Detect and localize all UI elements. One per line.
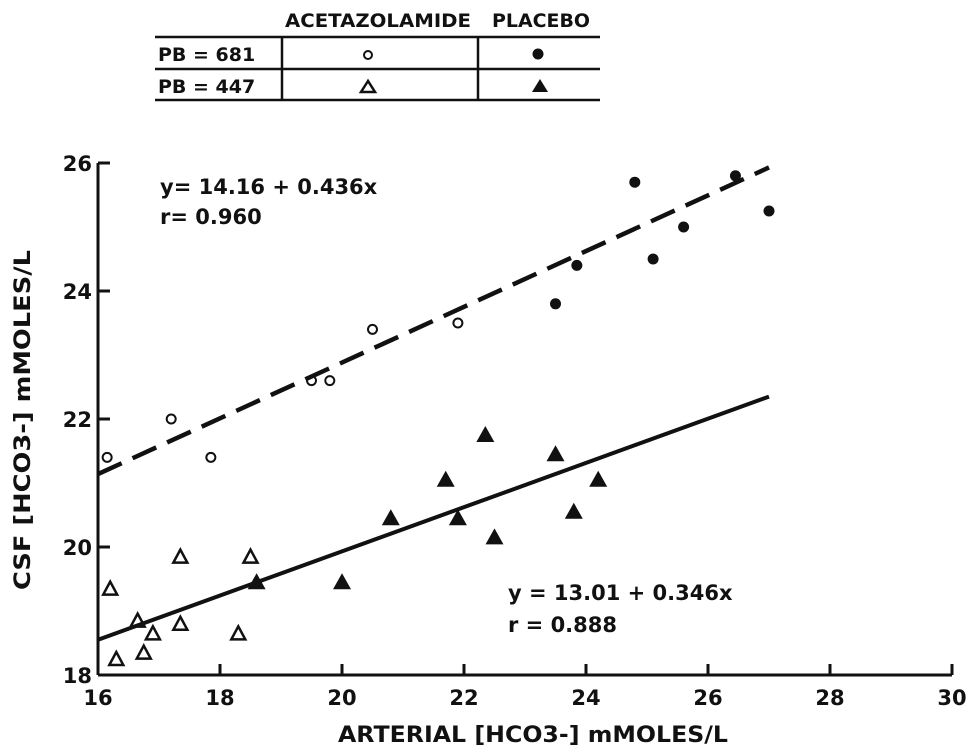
y-tick-label: 24	[63, 280, 92, 304]
open-circle-point	[101, 451, 113, 463]
filled-circle-point	[763, 205, 775, 217]
data-points	[101, 170, 775, 667]
y-tick-label: 22	[63, 408, 92, 432]
x-tick-label: 20	[327, 686, 356, 710]
x-axis-title: ARTERIAL [HCO3-] mMOLES/L	[338, 723, 728, 748]
dashed-regression-line	[97, 165, 770, 477]
open-triangle-point	[229, 623, 248, 641]
open-triangle-point	[143, 623, 162, 641]
filled-circle-point	[647, 253, 659, 265]
x-tick-label: 16	[83, 686, 112, 710]
filled-triangle-point	[247, 573, 266, 590]
solid-line-r-value: r = 0.888	[508, 613, 617, 637]
legend-filled-circle-marker	[532, 48, 544, 60]
x-tick-label: 26	[693, 686, 722, 710]
dashed-line-r-value: r= 0.960	[160, 205, 262, 229]
x-tick-label: 22	[449, 686, 478, 710]
open-circle-point	[306, 375, 317, 387]
filled-triangle-point	[448, 509, 467, 526]
y-axis-title: CSF [HCO3-] mMOLES/L	[11, 250, 36, 590]
filled-circle-point	[629, 176, 641, 188]
filled-triangle-point	[564, 502, 583, 519]
open-triangle-point	[107, 649, 126, 667]
open-triangle-point	[171, 614, 190, 632]
y-tick-label: 18	[63, 664, 92, 688]
open-circle-point	[367, 323, 378, 335]
regression-lines	[97, 165, 770, 642]
filled-triangle-point	[485, 528, 504, 545]
legend-table: ACETAZOLAMIDE PLACEBO PB = 681 PB = 447	[155, 10, 600, 102]
filled-triangle-point	[436, 470, 455, 487]
legend-open-triangle-marker	[358, 78, 378, 94]
annotations: y= 14.16 + 0.436x r= 0.960 y = 13.01 + 0…	[160, 175, 733, 637]
legend-open-circle-marker	[363, 50, 373, 60]
legend-filled-triangle-marker	[532, 79, 548, 92]
legend-header-placebo: PLACEBO	[492, 10, 590, 32]
filled-circle-point	[550, 298, 561, 310]
filled-triangle-point	[546, 445, 565, 462]
x-tick-label: 28	[815, 686, 844, 710]
filled-triangle-point	[589, 470, 608, 487]
y-tick-label: 26	[63, 152, 92, 176]
open-circle-point	[205, 451, 217, 463]
y-tick-label: 20	[63, 536, 92, 560]
open-triangle-point	[134, 642, 153, 660]
legend-header-acetazolamide: ACETAZOLAMIDE	[285, 10, 471, 32]
x-tick-label: 24	[571, 686, 600, 710]
solid-regression-line	[97, 394, 770, 642]
open-triangle-point	[128, 610, 147, 628]
solid-line-equation: y = 13.01 + 0.346x	[508, 581, 733, 605]
y-axis-ticks: 18 20 22 24 26	[63, 152, 110, 688]
open-triangle-point	[101, 578, 120, 596]
open-circle-point	[324, 375, 336, 387]
filled-circle-point	[678, 221, 690, 233]
filled-circle-point	[729, 170, 741, 182]
filled-triangle-point	[476, 426, 495, 442]
legend-row-label-447: PB = 447	[158, 76, 255, 98]
filled-triangle-point	[333, 573, 351, 590]
open-triangle-point	[241, 546, 260, 564]
filled-circle-point	[571, 259, 583, 271]
open-triangle-point	[171, 546, 190, 564]
dashed-line-equation: y= 14.16 + 0.436x	[160, 175, 378, 199]
x-tick-label: 18	[205, 686, 234, 710]
x-axis-ticks: 16 18 20 22 24 26 28 30	[83, 664, 967, 710]
legend-row-label-681: PB = 681	[158, 44, 255, 66]
x-tick-label: 30	[937, 686, 966, 710]
open-circle-point	[165, 413, 177, 425]
open-circle-point	[452, 317, 464, 329]
filled-triangle-point	[381, 509, 400, 526]
